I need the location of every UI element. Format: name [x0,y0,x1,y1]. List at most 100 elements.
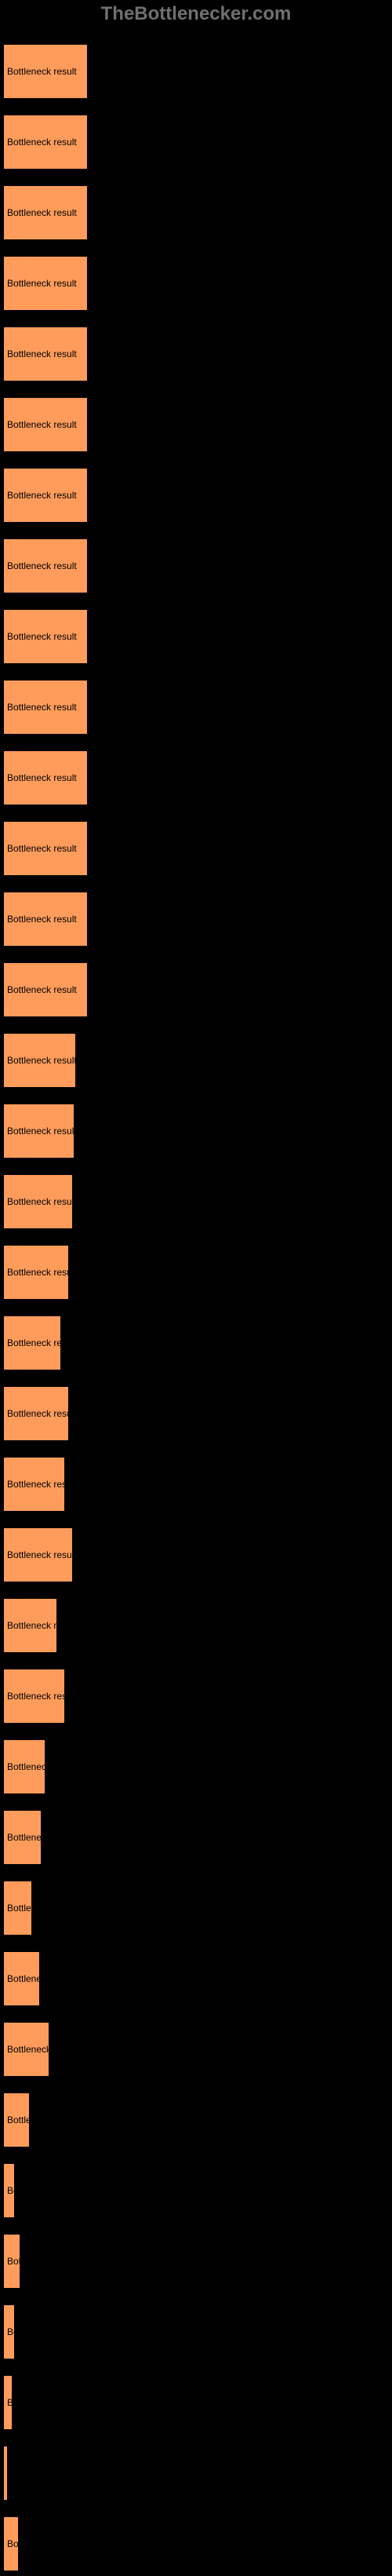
chart-row: Bottleneck result [3,1022,392,1088]
row-label [3,2011,392,2022]
bar-track [3,2446,389,2501]
bar-text: Bottleneck result [7,1549,72,1560]
bar-text: Bottleneck result [7,66,77,77]
bar: Bottleneck result [3,750,88,805]
bar-track: Bottleneck result [3,256,389,311]
bar-text: Bottleneck result [7,1620,56,1631]
bar: Bottleneck result [3,1033,76,1088]
chart-row: Bottleneck result [3,2505,392,2571]
bar-text: Bottleneck result [7,1196,72,1207]
row-label [3,669,392,680]
row-label [3,1022,392,1033]
bar-text: Bottleneck result [7,2326,14,2337]
bar-track: Bottleneck result [3,1881,389,1936]
bar-track: Bottleneck result [3,1033,389,1088]
row-label [3,881,392,892]
bar: Bottleneck result [3,1598,57,1653]
row-label [3,2152,392,2163]
row-label [3,1163,392,1174]
row-label [3,104,392,115]
chart-row: Bottleneck result [3,2011,392,2077]
row-label [3,1940,392,1951]
row-label [3,33,392,44]
bar: Bottleneck result [3,185,88,240]
bar-text: Bottleneck result [7,1337,60,1348]
bar-track: Bottleneck result [3,397,389,452]
bar-text: Bottleneck result [7,2114,29,2125]
bar-text: Bottleneck result [7,2538,18,2549]
bar-text: Bottleneck result [7,1479,64,1490]
bar: Bottleneck result [3,327,88,381]
bar: Bottleneck result [3,2093,30,2147]
row-label [3,1375,392,1386]
bar-track: Bottleneck result [3,2234,389,2289]
chart-row: Bottleneck result [3,810,392,876]
chart-row: Bottleneck result [3,1446,392,1512]
bar-track: Bottleneck result [3,1527,389,1582]
bar: Bottleneck result [3,538,88,593]
bar: Bottleneck result [3,1881,32,1936]
chart-row: Bottleneck result [3,316,392,381]
bar-text: Bottleneck result [7,843,77,854]
bar-text: Bottleneck result [7,2044,49,2055]
chart-row: Bottleneck result [3,386,392,452]
bar-track: Bottleneck result [3,1951,389,2006]
chart-row: Bottleneck result [3,1234,392,1300]
bar-text: Bottleneck result [7,560,77,571]
row-label [3,598,392,609]
bar: Bottleneck result [3,892,88,947]
row-label [3,951,392,962]
chart-row: Bottleneck result [3,1375,392,1441]
site-header: TheBottlenecker.com [0,0,392,33]
bar: Bottleneck result [3,1174,73,1229]
bar-track: Bottleneck result [3,821,389,876]
bar: Bottleneck result [3,2022,49,2077]
bar: Bottleneck result [3,1669,65,1724]
chart-row: Bottleneck result [3,951,392,1017]
bar-track: Bottleneck result [3,892,389,947]
bar-text: Bottleneck result [7,490,77,501]
chart-row: Bottleneck result [3,1163,392,1229]
bar-track: Bottleneck result [3,1174,389,1229]
bar-track: Bottleneck result [3,327,389,381]
bar-track: Bottleneck result [3,1315,389,1370]
bar: Bottleneck result [3,256,88,311]
bar-track: Bottleneck result [3,185,389,240]
bar-track: Bottleneck result [3,1457,389,1512]
row-label [3,1799,392,1810]
chart-row: Bottleneck result [3,1870,392,1936]
bar: Bottleneck result [3,1527,73,1582]
bar-track: Bottleneck result [3,1739,389,1794]
bar: Bottleneck result [3,609,88,664]
bar: Bottleneck result [3,397,88,452]
bar: Bottleneck result [3,1104,74,1158]
bar-text: Bottleneck result [7,1832,41,1843]
bar: Bottleneck result [3,821,88,876]
bar-track: Bottleneck result [3,1104,389,1158]
bar-text: Bottleneck result [7,348,77,359]
bar-track: Bottleneck result [3,1386,389,1441]
chart-row: Bottleneck result [3,2223,392,2289]
bar: Bottleneck result [3,1457,65,1512]
bar: Bottleneck result [3,2163,15,2218]
bar-text: Bottleneck result [7,1973,39,1984]
row-label [3,2435,392,2446]
bar-text: Bottleneck result [7,914,77,925]
bar: Bottleneck result [3,2516,19,2571]
bar: Bottleneck result [3,2234,20,2289]
bar-text: Bottleneck result [7,1691,64,1702]
bar-track: Bottleneck result [3,1598,389,1653]
chart-row: Bottleneck result [3,1587,392,1653]
bar: Bottleneck result [3,2304,15,2359]
bar: Bottleneck result [3,44,88,99]
bar-track: Bottleneck result [3,1810,389,1865]
bar-text: Bottleneck result [7,1408,68,1419]
bar-track: Bottleneck result [3,680,389,735]
bar-text: Bottleneck result [7,1903,31,1914]
chart-row: Bottleneck result [3,1940,392,2006]
chart-row: Bottleneck result [3,2364,392,2430]
row-label [3,739,392,750]
chart-row: Bottleneck result [3,33,392,99]
chart-row: Bottleneck result [3,245,392,311]
bar: Bottleneck result [3,1245,69,1300]
